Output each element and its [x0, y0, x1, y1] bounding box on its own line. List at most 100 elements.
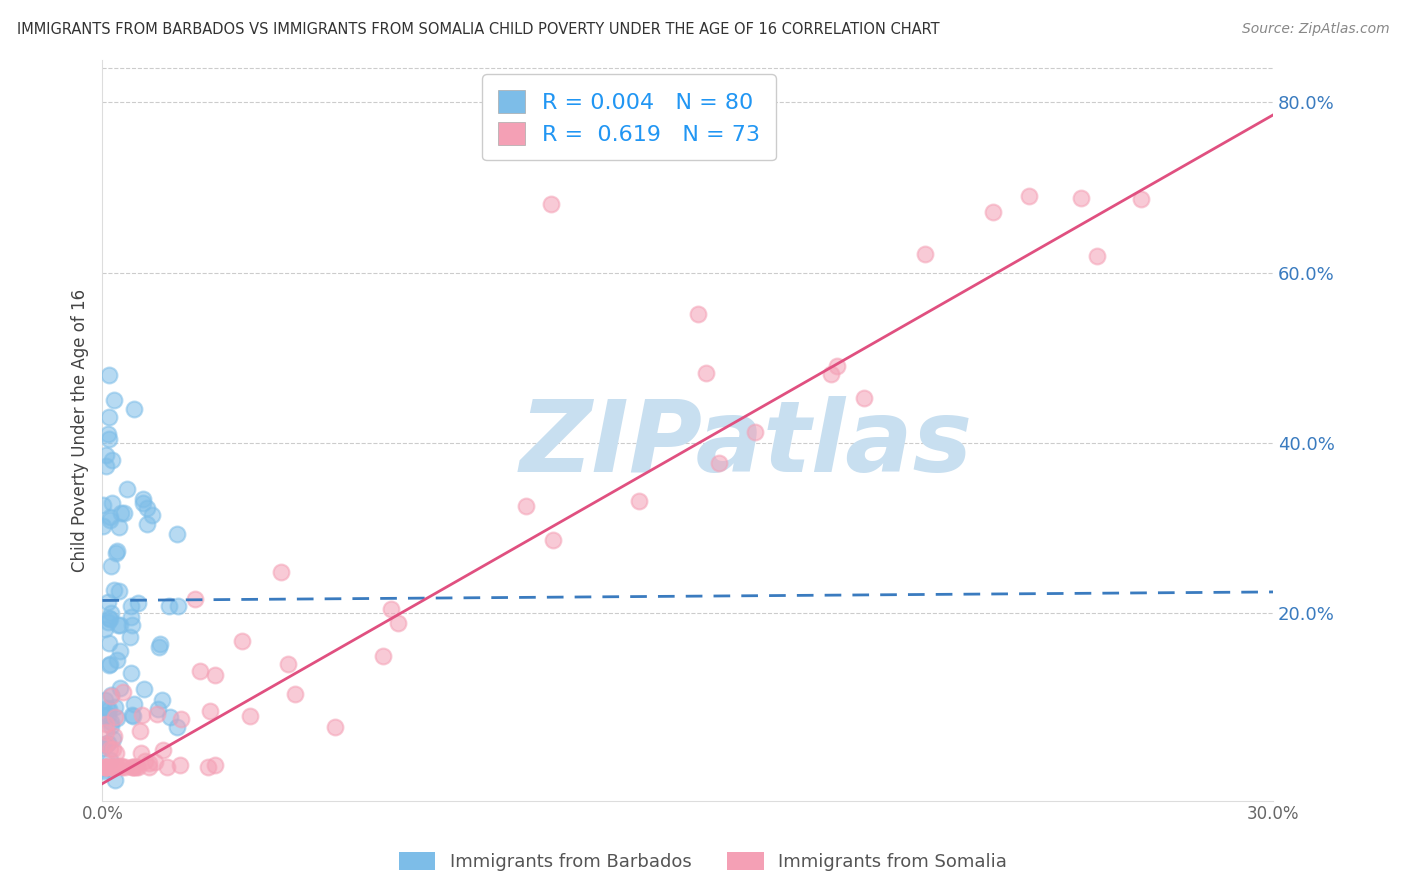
Immigrants from Somalia: [128, 723, 150, 738]
Immigrants from Somalia: [200, 704, 222, 718]
Immigrants from Somalia: [197, 759, 219, 773]
Immigrants from Somalia: [125, 759, 148, 773]
Immigrants from Barbados: [132, 495, 155, 509]
Immigrants from Somalia: [371, 649, 394, 664]
Immigrants from Somalia: [110, 759, 132, 773]
Immigrants from Barbados: [96, 448, 118, 462]
Immigrants from Barbados: [108, 644, 131, 658]
Immigrants from Barbados: [98, 658, 121, 673]
Immigrants from Barbados: [91, 763, 114, 777]
Immigrants from Somalia: [96, 725, 118, 739]
Immigrants from Somalia: [96, 759, 118, 773]
Text: IMMIGRANTS FROM BARBADOS VS IMMIGRANTS FROM SOMALIA CHILD POVERTY UNDER THE AGE : IMMIGRANTS FROM BARBADOS VS IMMIGRANTS F…: [17, 22, 939, 37]
Immigrants from Barbados: [100, 715, 122, 730]
Immigrants from Barbados: [104, 700, 127, 714]
Immigrants from Somalia: [138, 759, 160, 773]
Immigrants from Somalia: [105, 759, 128, 773]
Immigrants from Barbados: [91, 519, 114, 533]
Immigrants from Barbados: [148, 702, 170, 716]
Immigrants from Barbados: [93, 741, 115, 756]
Immigrants from Somalia: [114, 759, 136, 773]
Immigrants from Barbados: [120, 665, 142, 680]
Immigrants from Somalia: [284, 688, 307, 702]
Immigrants from Barbados: [120, 599, 142, 613]
Immigrants from Barbados: [108, 618, 131, 632]
Immigrants from Barbados: [94, 622, 117, 636]
Immigrants from Somalia: [169, 758, 191, 772]
Immigrants from Barbados: [110, 506, 132, 520]
Immigrants from Barbados: [100, 607, 122, 621]
Y-axis label: Child Poverty Under the Age of 16: Child Poverty Under the Age of 16: [72, 288, 89, 572]
Immigrants from Barbados: [124, 697, 146, 711]
Immigrants from Barbados: [98, 510, 121, 524]
Immigrants from Barbados: [150, 693, 173, 707]
Immigrants from Barbados: [166, 721, 188, 735]
Immigrants from Somalia: [124, 759, 146, 773]
Immigrants from Barbados: [97, 708, 120, 723]
Immigrants from Somalia: [131, 746, 153, 760]
Immigrants from Barbados: [136, 517, 159, 532]
Immigrants from Somalia: [184, 591, 207, 606]
Immigrants from Somalia: [188, 664, 211, 678]
Immigrants from Barbados: [122, 402, 145, 417]
Immigrants from Barbados: [136, 500, 159, 515]
Immigrants from Barbados: [94, 692, 117, 706]
Immigrants from Barbados: [112, 506, 135, 520]
Immigrants from Barbados: [98, 610, 121, 624]
Immigrants from Somalia: [101, 741, 124, 756]
Immigrants from Barbados: [100, 688, 122, 702]
Immigrants from Barbados: [108, 583, 131, 598]
Immigrants from Somalia: [1087, 248, 1109, 262]
Immigrants from Barbados: [121, 618, 143, 632]
Immigrants from Barbados: [115, 482, 138, 496]
Immigrants from Barbados: [97, 595, 120, 609]
Immigrants from Barbados: [98, 513, 121, 527]
Immigrants from Somalia: [121, 759, 143, 773]
Immigrants from Somalia: [852, 391, 875, 405]
Immigrants from Somalia: [127, 759, 149, 773]
Immigrants from Somalia: [231, 634, 253, 648]
Immigrants from Somalia: [111, 684, 134, 698]
Immigrants from Somalia: [387, 616, 409, 631]
Immigrants from Somalia: [270, 565, 292, 579]
Immigrants from Somalia: [96, 759, 118, 773]
Immigrants from Somalia: [103, 759, 125, 773]
Immigrants from Somalia: [204, 758, 226, 772]
Immigrants from Barbados: [94, 737, 117, 751]
Immigrants from Somalia: [96, 759, 118, 773]
Immigrants from Somalia: [145, 706, 167, 721]
Immigrants from Barbados: [107, 617, 129, 632]
Immigrants from Somalia: [695, 366, 717, 380]
Immigrants from Barbados: [97, 636, 120, 650]
Immigrants from Barbados: [96, 427, 118, 442]
Immigrants from Somalia: [204, 668, 226, 682]
Immigrants from Somalia: [628, 494, 651, 508]
Immigrants from Somalia: [277, 657, 299, 671]
Immigrants from Barbados: [103, 582, 125, 597]
Text: ZIPatlas: ZIPatlas: [520, 396, 973, 493]
Immigrants from Barbados: [157, 599, 180, 614]
Text: Source: ZipAtlas.com: Source: ZipAtlas.com: [1241, 22, 1389, 37]
Immigrants from Barbados: [122, 708, 145, 723]
Immigrants from Somalia: [156, 759, 179, 773]
Immigrants from Somalia: [541, 533, 564, 547]
Immigrants from Barbados: [98, 368, 121, 382]
Immigrants from Somalia: [686, 307, 709, 321]
Immigrants from Barbados: [132, 491, 155, 506]
Immigrants from Somalia: [914, 247, 936, 261]
Immigrants from Somalia: [515, 499, 537, 513]
Legend: R = 0.004   N = 80, R =  0.619   N = 73: R = 0.004 N = 80, R = 0.619 N = 73: [482, 74, 776, 161]
Immigrants from Barbados: [97, 615, 120, 629]
Immigrants from Barbados: [105, 710, 128, 724]
Immigrants from Somalia: [96, 759, 118, 773]
Immigrants from Somalia: [96, 759, 118, 773]
Immigrants from Barbados: [120, 630, 142, 644]
Immigrants from Somalia: [100, 759, 122, 773]
Immigrants from Somalia: [138, 756, 160, 771]
Immigrants from Somalia: [152, 743, 174, 757]
Immigrants from Somalia: [105, 759, 128, 773]
Immigrants from Barbados: [101, 732, 124, 747]
Immigrants from Barbados: [108, 681, 131, 695]
Immigrants from Barbados: [97, 410, 120, 425]
Immigrants from Somalia: [1129, 192, 1152, 206]
